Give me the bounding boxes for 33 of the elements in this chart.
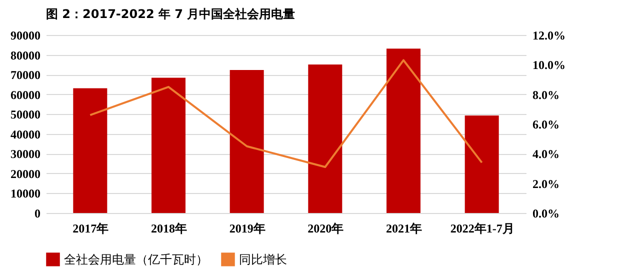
bar <box>73 88 108 213</box>
y-tick-label: 40000 <box>10 127 40 142</box>
x-tick-label: 2022年1-7月 <box>450 222 514 236</box>
bar <box>386 48 420 213</box>
y2-tick-label: 6.0% <box>532 118 560 132</box>
line-series <box>89 59 483 168</box>
x-tick-label: 2018年 <box>151 222 187 236</box>
bar <box>152 78 186 213</box>
y-tick-label: 50000 <box>10 108 40 122</box>
bar <box>464 115 499 213</box>
y2-tick-label: 4.0% <box>532 147 560 162</box>
bar <box>308 64 342 213</box>
x-tick-label: 2017年 <box>72 222 109 236</box>
y-tick-label: 0 <box>34 206 40 220</box>
y-tick-label: 10000 <box>10 186 40 201</box>
y2-tick-label: 0.0% <box>532 206 560 220</box>
y-tick-label: 70000 <box>10 68 40 82</box>
y2-tick-label: 2.0% <box>532 176 560 191</box>
x-tick-label: 2019年 <box>229 222 266 236</box>
y-tick-label: 80000 <box>10 48 40 62</box>
y2-tick-label: 12.0% <box>532 28 566 42</box>
chart-title: 图 2：2017-2022 年 7 月中国全社会用电量 <box>46 7 296 21</box>
y2-tick-label: 10.0% <box>532 58 566 72</box>
legend-label: 同比增长 <box>239 252 287 266</box>
y-tick-label: 20000 <box>10 166 40 181</box>
y2-tick-label: 8.0% <box>532 88 560 102</box>
bar <box>230 70 264 213</box>
y-tick-label: 60000 <box>10 88 40 102</box>
x-tick-label: 2020年 <box>308 222 344 236</box>
x-tick-label: 2021年 <box>386 222 422 236</box>
legend-label: 全社会用电量（亿千瓦时） <box>64 252 208 266</box>
y-tick-label: 90000 <box>10 28 40 42</box>
y-tick-label: 30000 <box>10 147 40 162</box>
